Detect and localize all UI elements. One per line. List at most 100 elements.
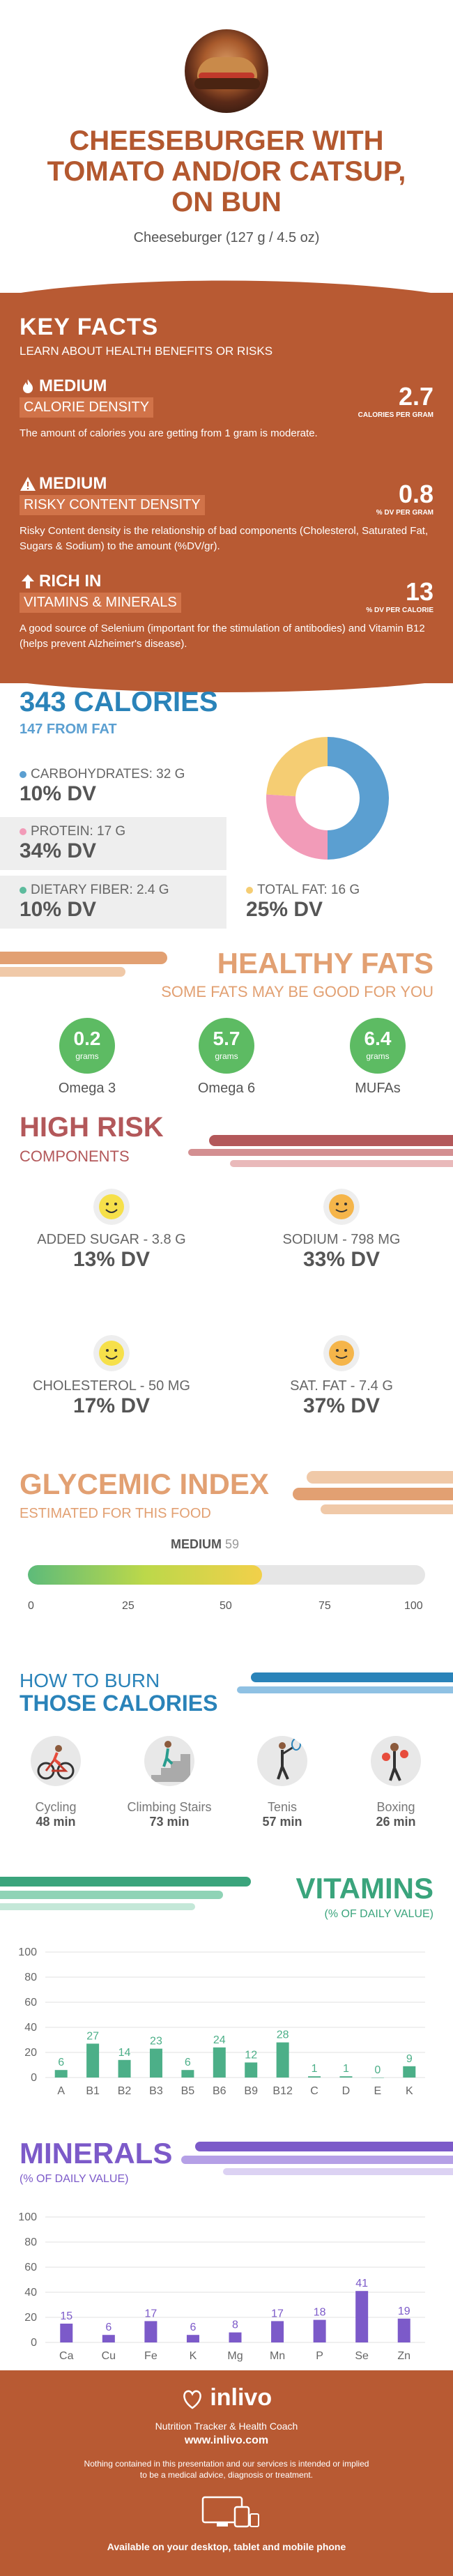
x-tick-label: D <box>342 2085 351 2097</box>
bar-value-label: 15 <box>60 2310 72 2322</box>
x-tick-label: B6 <box>213 2085 227 2097</box>
fact-calorie-density: MEDIUM CALORIE DENSITY 2.7 CALORIES PER … <box>20 376 433 441</box>
donut-slice <box>266 794 328 860</box>
fact-description: The amount of calories you are getting f… <box>20 427 318 439</box>
decorative-bars <box>181 2142 453 2175</box>
bar-value-label: 6 <box>185 2057 191 2068</box>
bar <box>245 2062 258 2078</box>
fat-omega6: 5.7 grams Omega 6 <box>174 1018 279 1097</box>
y-tick-label: 80 <box>24 2236 37 2248</box>
y-tick-label: 0 <box>31 2072 37 2084</box>
x-tick-label: Mg <box>227 2350 243 2362</box>
footer-url[interactable]: www.inlivo.com <box>184 2434 269 2446</box>
x-tick-label: B5 <box>181 2085 195 2097</box>
x-tick-label: E <box>374 2085 382 2097</box>
bar <box>213 2047 226 2078</box>
bar <box>181 2070 194 2078</box>
y-tick-label: 20 <box>24 2312 37 2324</box>
x-tick-label: B12 <box>272 2085 293 2097</box>
y-tick-label: 100 <box>18 2211 37 2223</box>
x-tick-label: B3 <box>149 2085 163 2097</box>
cheeseburger-photo <box>185 29 268 113</box>
glycemic-subtitle: ESTIMATED FOR THIS FOOD <box>20 1506 211 1521</box>
bar <box>149 2048 162 2078</box>
glycemic-ticks: 0 25 50 75 100 <box>28 1600 423 1612</box>
vitamins-subtitle: (% OF DAILY VALUE) <box>324 1908 433 1920</box>
fact-tag: VITAMINS & MINERALS <box>20 593 181 613</box>
fact-vitamins-minerals: RICH IN VITAMINS & MINERALS 13 % DV PER … <box>20 572 433 652</box>
glycemic-scale-bar <box>28 1565 425 1585</box>
bar <box>271 2321 284 2342</box>
bar-value-label: 0 <box>374 2064 381 2076</box>
bar-value-label: 12 <box>245 2049 257 2061</box>
minerals-bar-chart: 0 20 40 60 80 100 15 Ca 6 Cu 17 Fe 6 K 8 Mg 17 Mn 18 P 41 Se 1… <box>18 2211 425 2362</box>
bar <box>144 2321 158 2342</box>
smiley-icon <box>323 1189 360 1225</box>
arrow-up-icon <box>22 574 34 588</box>
calorie-donut-chart <box>266 737 389 860</box>
bar-value-label: 8 <box>232 2319 238 2331</box>
bar <box>339 2076 353 2078</box>
fat-omega3: 0.2 grams Omega 3 <box>35 1018 139 1097</box>
bar-value-label: 17 <box>144 2308 157 2319</box>
fact-description: Risky Content density is the relationshi… <box>20 525 429 552</box>
bar-value-label: 41 <box>355 2278 368 2289</box>
glycemic-fill <box>28 1565 263 1585</box>
y-tick-label: 60 <box>24 2262 37 2273</box>
y-tick-label: 100 <box>18 1946 37 1958</box>
y-tick-label: 20 <box>24 2047 37 2059</box>
macro-fat: TOTAL FAT: 16 g 25% DV <box>227 876 453 929</box>
wave-divider <box>0 680 453 692</box>
bar <box>54 2070 68 2078</box>
bar <box>355 2291 369 2342</box>
devices-icon <box>201 2496 259 2528</box>
fact-description: A good source of Selenium (important for… <box>20 623 425 650</box>
activity-stairs: Climbing Stairs 73 min <box>117 1736 222 1829</box>
fact-value: 2.7 <box>398 382 433 411</box>
fact-unit: CALORIES PER GRAM <box>358 411 433 419</box>
footer-devices-text: Available on your desktop, tablet and mo… <box>107 2541 346 2552</box>
glycemic-title: GLYCEMIC INDEX <box>20 1468 269 1500</box>
decorative-bars <box>188 1135 453 1167</box>
x-tick-label: Zn <box>397 2350 410 2362</box>
x-tick-label: C <box>310 2085 318 2097</box>
risk-sat-fat: SAT. FAT - 7.4 g 37% DV <box>237 1335 446 1418</box>
key-facts-section: KEY FACTS LEARN ABOUT HEALTH BENEFITS OR… <box>0 293 453 683</box>
wave-divider <box>0 280 453 296</box>
x-tick-label: Cu <box>102 2350 116 2362</box>
macro-fiber: DIETARY FIBER: 2.4 g 10% DV <box>0 876 227 929</box>
vitamins-bar-chart: 0 20 40 60 80 100 6 A 27 B1 14 B2 23 B3 6 B5 24 B6 12 B9 28 B… <box>18 1946 425 2097</box>
fact-tag: RISKY CONTENT DENSITY <box>20 495 205 515</box>
x-tick-label: Se <box>355 2350 369 2362</box>
stairs-icon <box>144 1736 194 1786</box>
heart-icon <box>183 2390 201 2409</box>
high-risk-title: HIGH RISK <box>20 1112 164 1143</box>
bar-value-label: 23 <box>150 2036 162 2048</box>
macro-protein: PROTEIN: 17 g 34% DV <box>0 817 227 870</box>
decorative-bars <box>0 1877 251 1910</box>
bar-value-label: 14 <box>118 2047 131 2059</box>
healthy-fats-subtitle: SOME FATS MAY BE GOOD FOR YOU <box>161 983 433 1000</box>
x-tick-label: B2 <box>118 2085 132 2097</box>
donut-slice <box>266 737 328 797</box>
risk-added-sugar: ADDED SUGAR - 3.8 g 13% DV <box>7 1189 216 1272</box>
x-tick-label: K <box>406 2085 413 2097</box>
x-tick-label: Fe <box>144 2350 158 2362</box>
bar-value-label: 28 <box>277 2029 289 2041</box>
cycling-icon <box>31 1736 81 1786</box>
macro-carbs: CARBOHYDRATES: 32 g 10% DV <box>0 760 209 813</box>
bar-value-label: 24 <box>213 2034 226 2046</box>
activity-tennis: Tenis 57 min <box>230 1736 335 1829</box>
smiley-icon <box>93 1335 130 1371</box>
calories-subtitle: 147 FROM FAT <box>20 722 117 737</box>
calories-title: 343 CALORIES <box>20 687 218 717</box>
bar-value-label: 18 <box>314 2307 326 2319</box>
y-tick-label: 80 <box>24 1972 37 1983</box>
tennis-icon <box>257 1736 307 1786</box>
bar <box>118 2059 131 2078</box>
high-risk-subtitle: COMPONENTS <box>20 1148 130 1165</box>
bar <box>313 2319 326 2342</box>
healthy-fats-title: HEALTHY FATS <box>217 947 433 980</box>
fact-unit: % DV PER GRAM <box>376 509 433 517</box>
y-tick-label: 40 <box>24 2022 37 2034</box>
